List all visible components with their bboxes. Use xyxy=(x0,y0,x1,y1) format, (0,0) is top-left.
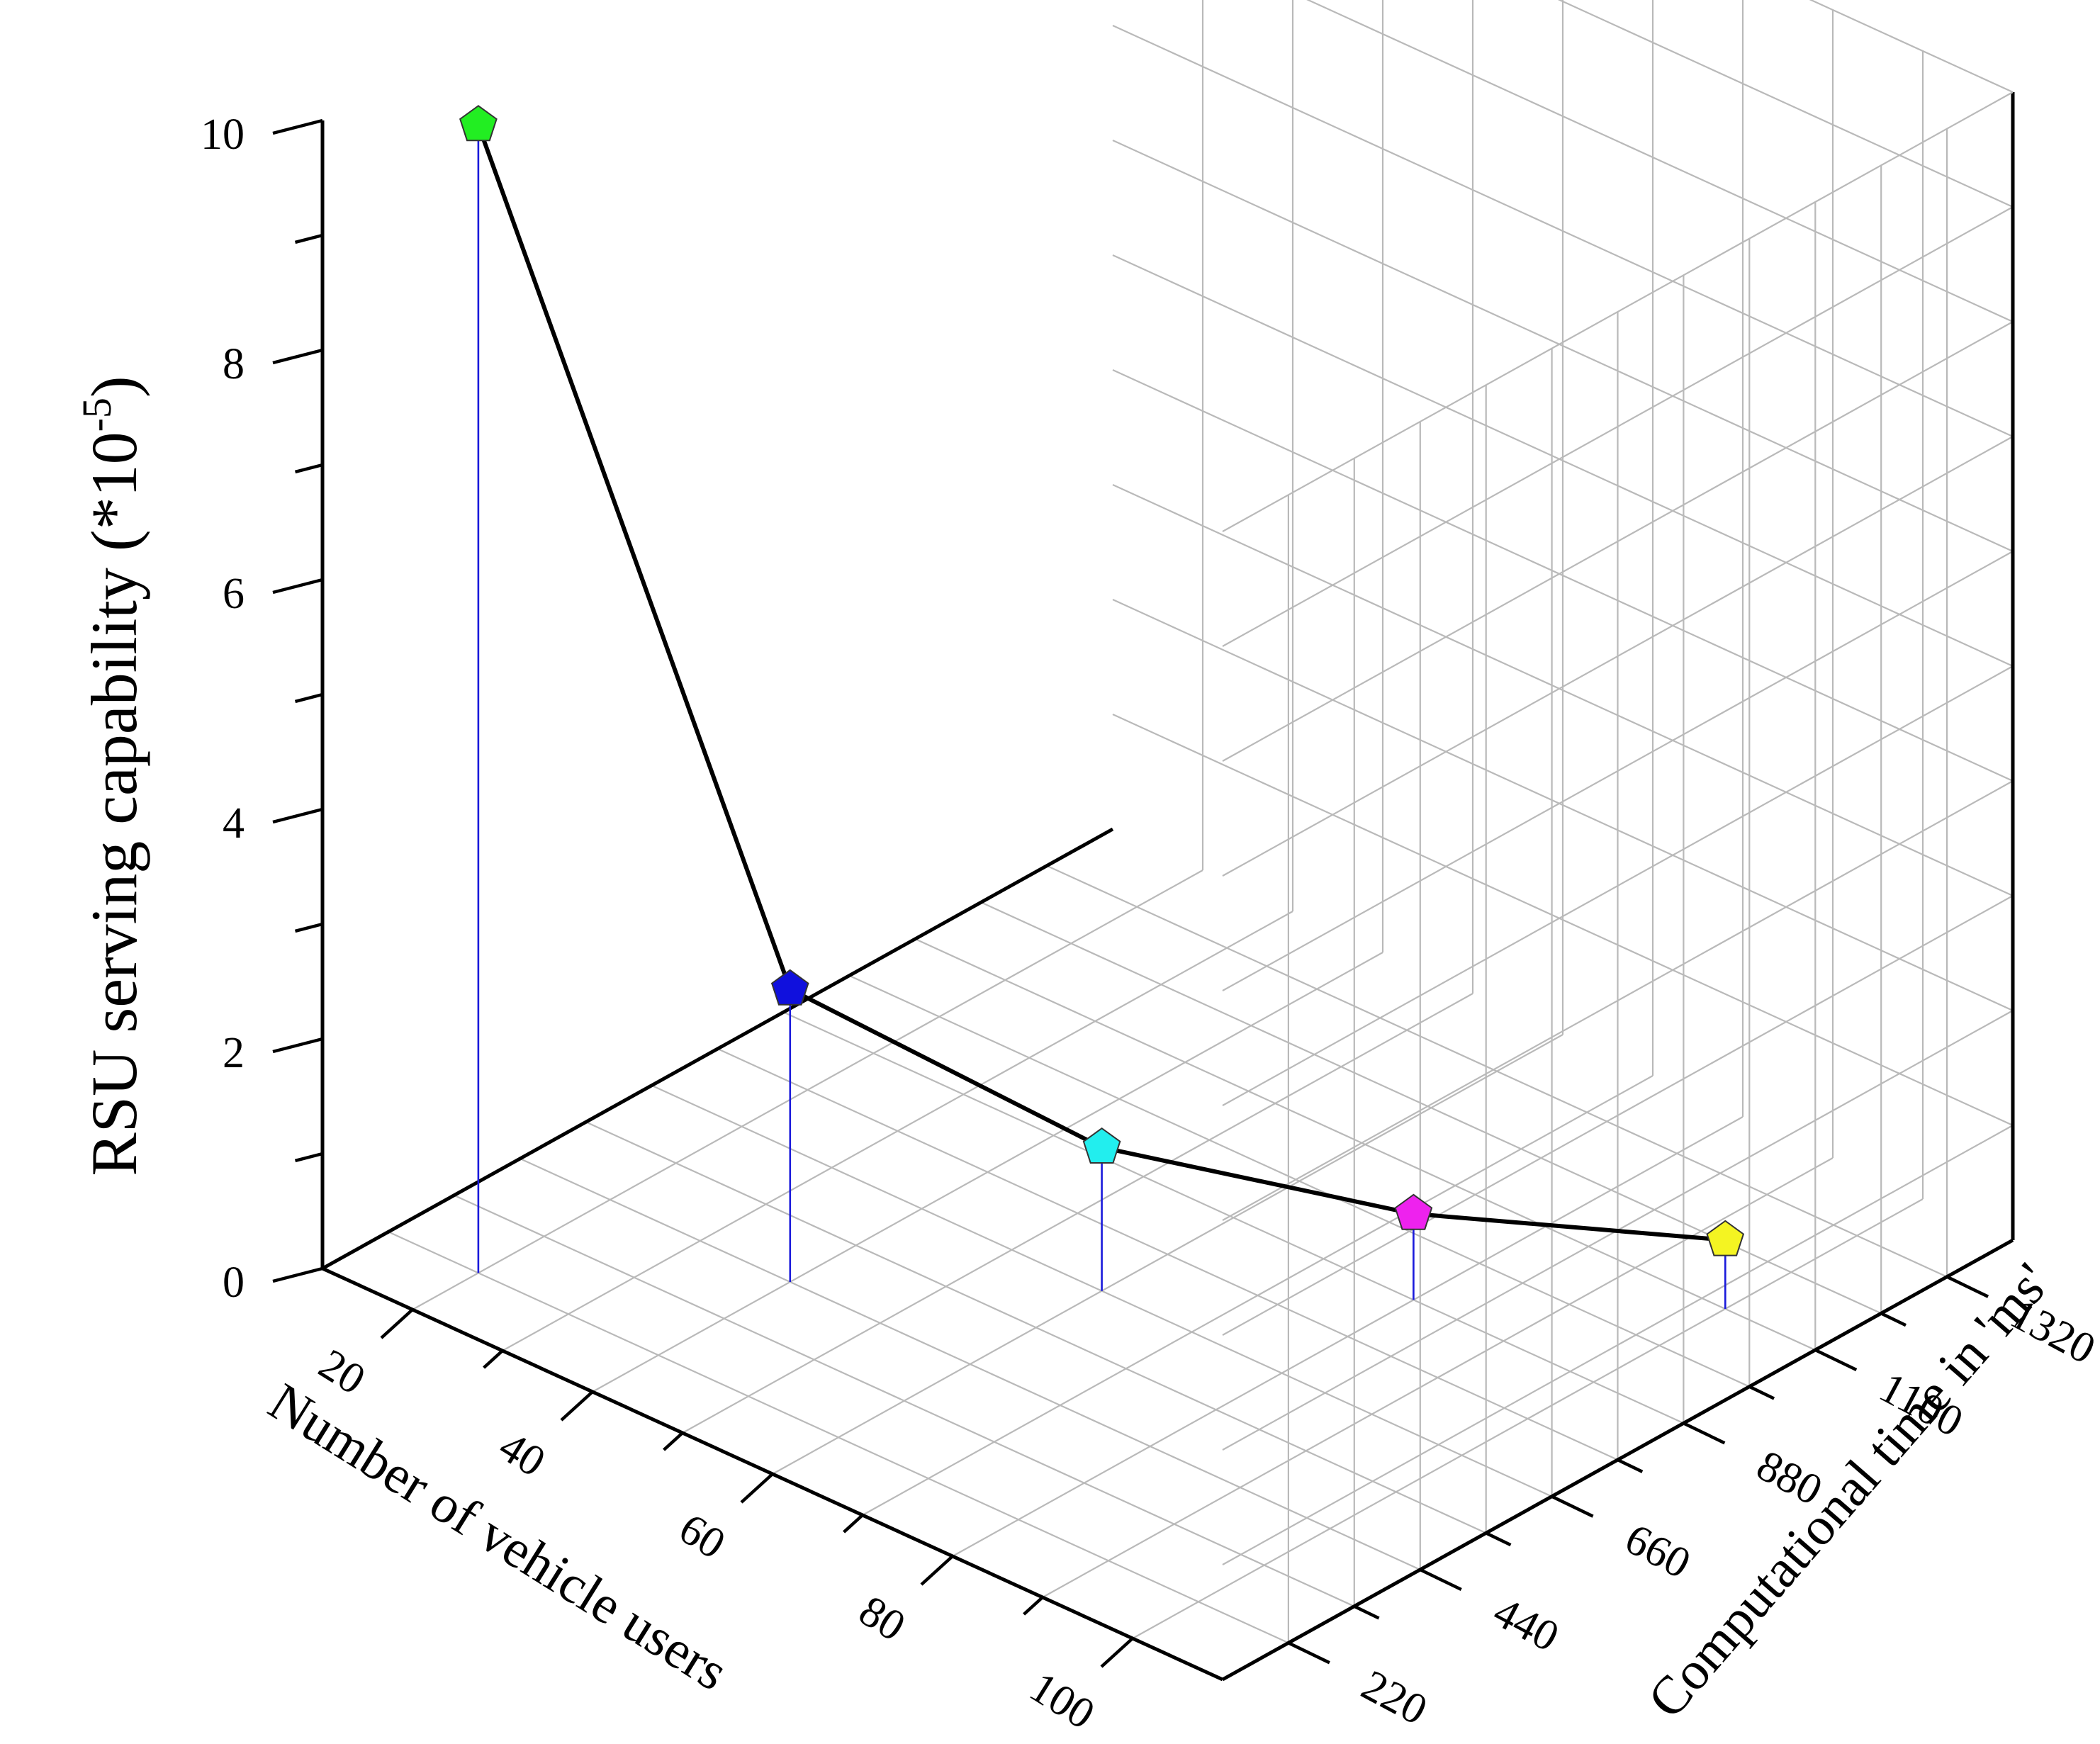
markers xyxy=(459,105,1745,1256)
back-wall-grid-line xyxy=(1557,0,2014,208)
floor-grid-line xyxy=(520,1157,1421,1571)
side-wall-grid-line xyxy=(1222,780,2014,1221)
y-tick-minor xyxy=(1617,1458,1644,1473)
z-axis-label-close: ) xyxy=(78,376,150,398)
y-tick-major xyxy=(1287,1641,1330,1665)
z-axis-label: RSU serving capability (*10-5) xyxy=(74,376,150,1176)
x-tick-major xyxy=(560,1390,594,1422)
z-tick-major xyxy=(272,578,323,595)
drop-lines xyxy=(477,125,1726,1309)
floor-grid-line xyxy=(388,1231,1289,1644)
side-wall-grid-line xyxy=(1222,436,2014,877)
y-tick-minor xyxy=(1880,1312,1907,1327)
x-tick-minor xyxy=(663,1431,684,1451)
z-tick-label: 4 xyxy=(223,799,245,848)
back-wall-grid-line xyxy=(1112,713,2014,1127)
x-tick-minor xyxy=(1023,1596,1044,1616)
z-tick-label: 0 xyxy=(223,1259,245,1307)
y-tick-minor xyxy=(1748,1385,1775,1400)
floor-grid-line xyxy=(848,974,1750,1388)
x-tick-label: 100 xyxy=(1021,1663,1103,1739)
z-tick-major xyxy=(272,1266,323,1283)
x-tick-major xyxy=(740,1473,774,1504)
z-tick-label: 6 xyxy=(223,570,245,618)
y-tick-major xyxy=(1814,1348,1858,1372)
axis-ticks xyxy=(272,118,1989,1668)
grid-lines xyxy=(388,0,2014,1644)
floor-grid-line xyxy=(717,1047,1618,1461)
y-tick-major xyxy=(1419,1568,1462,1592)
z-tick-minor xyxy=(294,463,323,474)
x-tick-major xyxy=(380,1308,414,1339)
back-wall-grid-line xyxy=(1112,598,2014,1012)
floor-grid-line xyxy=(914,938,1816,1351)
back-wall-grid-line xyxy=(1112,139,2014,553)
floor-grid-line xyxy=(454,1194,1355,1607)
axis-frame xyxy=(320,0,2015,1682)
floor-grid-line xyxy=(585,1121,1487,1534)
side-wall-grid-line xyxy=(1222,551,2014,991)
z-tick-minor xyxy=(294,922,323,933)
data-point-marker xyxy=(1082,1127,1121,1164)
x-tick-minor xyxy=(483,1349,504,1369)
back-wall-grid-line xyxy=(1306,0,2014,323)
z-axis-label-exponent: -5 xyxy=(74,398,120,432)
back-wall-grid-line xyxy=(1112,254,2014,668)
z-axis-label-main: RSU serving capability (*10 xyxy=(78,432,150,1176)
series-line xyxy=(476,124,1726,1242)
side-wall-grid-line xyxy=(1222,665,2014,1106)
z-tick-minor xyxy=(294,233,323,244)
floor-left-edge xyxy=(321,827,1114,1271)
x-tick-major xyxy=(1100,1637,1134,1668)
back-wall-grid-line xyxy=(1112,24,2014,438)
floor-grid-line xyxy=(782,1011,1684,1424)
z-tick-label: 10 xyxy=(201,111,245,159)
series-line-group xyxy=(476,124,1726,1242)
x-axis-label: Number of vehicle users xyxy=(259,1372,738,1702)
y-tick-minor xyxy=(1485,1531,1512,1547)
y-tick-major xyxy=(1946,1275,1989,1298)
data-point-marker xyxy=(459,105,498,142)
z-tick-major xyxy=(272,348,323,365)
data-point-marker xyxy=(770,969,809,1006)
data-point-marker xyxy=(1394,1193,1433,1230)
x-tick-minor xyxy=(843,1514,864,1534)
z-tick-minor xyxy=(294,692,323,704)
side-wall-grid-line xyxy=(1222,1125,2014,1565)
back-top-edge xyxy=(1809,0,2014,94)
side-top-edge xyxy=(1222,91,2014,532)
y-tick-label: 440 xyxy=(1486,1587,1566,1661)
data-point-marker xyxy=(1706,1220,1745,1256)
z-tick-major xyxy=(272,118,323,135)
x-tick-label: 80 xyxy=(850,1587,914,1651)
x-tick-label: 60 xyxy=(670,1504,734,1569)
x-tick-major xyxy=(920,1555,954,1586)
floor-grid-line xyxy=(980,901,1882,1315)
z-tick-minor xyxy=(294,1152,323,1163)
x-tick-label: 40 xyxy=(490,1422,554,1487)
z-tick-major xyxy=(272,807,323,824)
floor-grid-line xyxy=(1046,865,1948,1278)
side-wall-grid-line xyxy=(1222,321,2014,762)
back-wall-grid-line xyxy=(1112,483,2014,897)
y-tick-major xyxy=(1551,1495,1594,1518)
y-tick-label: 220 xyxy=(1354,1661,1434,1735)
back-wall-grid-line xyxy=(1112,369,2014,782)
z-tick-major xyxy=(272,1037,323,1054)
y-tick-label: 660 xyxy=(1617,1514,1698,1588)
y-tick-minor xyxy=(1353,1604,1380,1620)
side-wall-grid-line xyxy=(1222,895,2014,1336)
y-axis-label: Computational time in 'ms' xyxy=(1636,1252,2062,1729)
z-tick-label: 8 xyxy=(223,340,245,388)
z-tick-label: 2 xyxy=(223,1029,245,1077)
y-tick-major xyxy=(1683,1422,1726,1445)
side-wall-grid-line xyxy=(1222,206,2014,647)
